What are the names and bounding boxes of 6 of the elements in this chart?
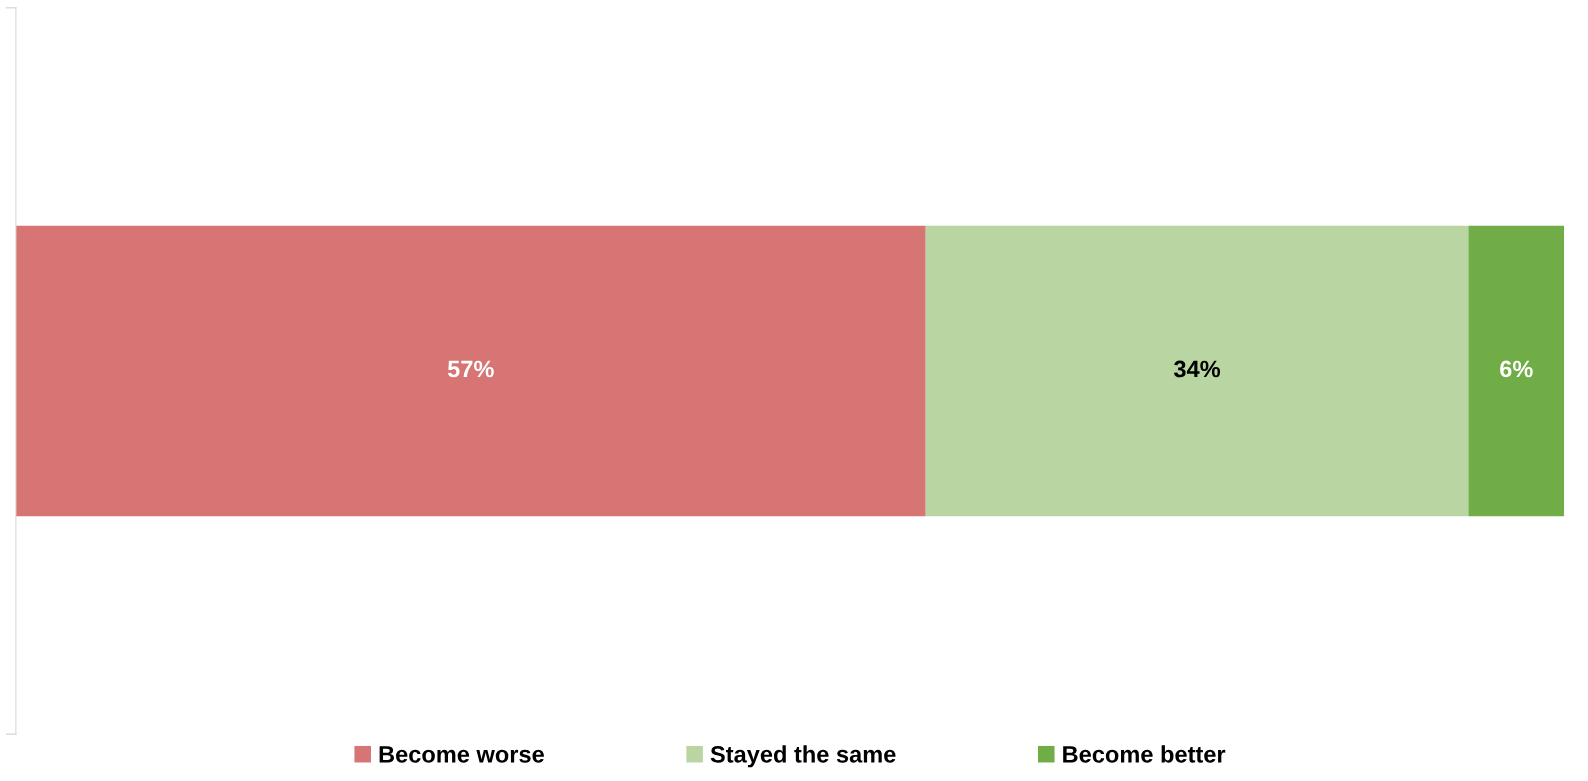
legend-label: Become better	[1063, 745, 1226, 763]
legend-label: Stayed the same	[710, 745, 896, 768]
legend-label: Become worse	[379, 746, 544, 763]
data-label: 57%	[447, 360, 494, 378]
data-label: 6%	[1500, 360, 1533, 378]
data-label: 34%	[1173, 360, 1221, 378]
